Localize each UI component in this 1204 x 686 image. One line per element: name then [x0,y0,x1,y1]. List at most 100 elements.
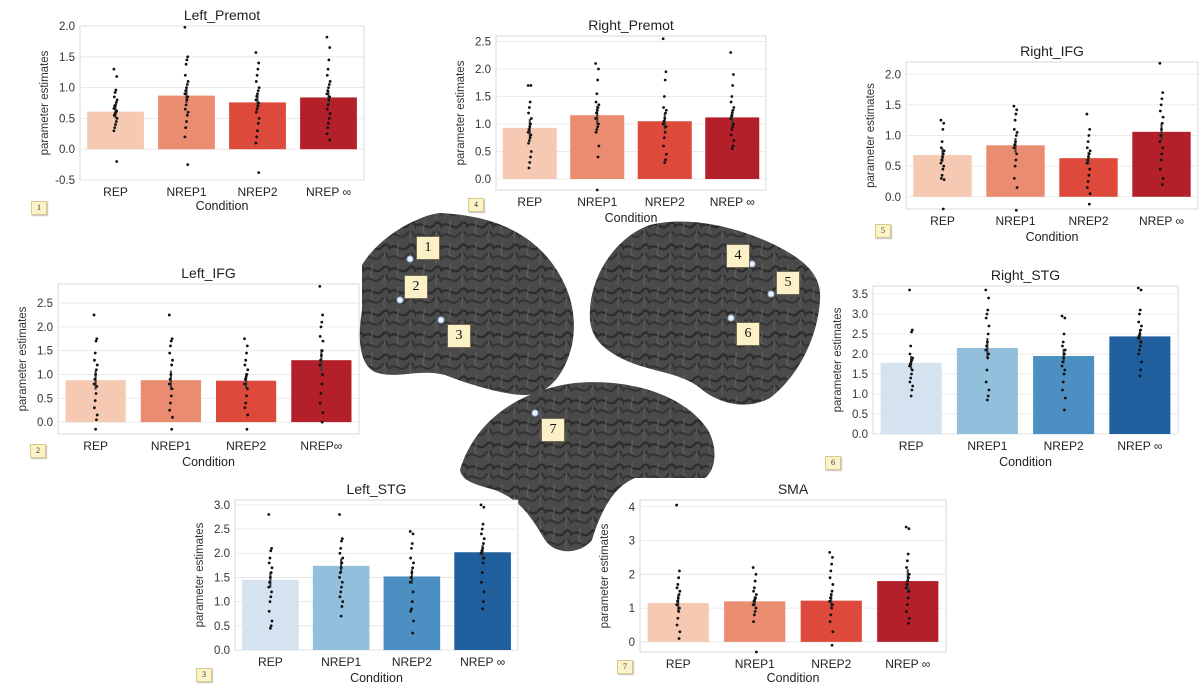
data-point [95,337,99,341]
data-point [245,344,249,348]
data-point [254,141,258,145]
data-point [731,125,735,129]
data-point [1061,344,1064,348]
data-point [1087,202,1091,206]
y-tick-label: 1.5 [852,369,868,381]
data-point [243,406,247,410]
data-point [904,586,908,590]
data-point [328,95,332,99]
data-point [482,542,485,545]
data-point [244,401,248,405]
data-point [594,117,598,120]
data-point [596,155,600,159]
data-point [408,580,412,584]
data-point [1063,316,1067,320]
data-point [480,532,483,536]
data-point [340,585,343,589]
data-point [185,98,189,102]
data-point [730,114,733,118]
data-point [663,161,667,164]
data-point [752,599,756,603]
data-point [905,603,909,607]
x-axis-label: Condition [999,455,1052,469]
data-point [910,388,914,392]
y-tick-label: 2.5 [475,37,491,49]
brain-label-2: 2 [404,275,428,299]
data-point [529,155,532,159]
data-point [114,120,118,123]
y-tick-label: 2.0 [885,69,901,81]
data-point [318,334,322,338]
data-point [244,358,248,362]
data-point [1062,372,1066,376]
data-point [529,133,533,137]
data-point [984,348,988,352]
data-point [729,133,733,137]
data-point [730,147,734,151]
data-point [256,121,260,125]
data-point [595,188,599,192]
data-point [255,94,259,98]
chart-title: Left_STG [347,481,407,497]
data-point [1136,286,1140,290]
data-point [940,140,944,144]
brain-label-1: 1 [416,236,440,260]
data-point [340,605,344,608]
data-point [907,621,910,625]
data-point [1139,340,1143,344]
data-point [939,161,943,165]
data-point [1138,348,1141,352]
data-point [257,117,261,120]
data-point [482,505,486,509]
data-point [319,325,323,329]
data-point [267,561,271,565]
data-point [941,167,945,171]
data-point [1012,127,1016,131]
data-point [481,607,485,611]
y-tick-label: 2 [629,569,635,581]
data-point [987,352,990,356]
data-point [527,106,531,109]
bar [312,565,370,650]
data-point [1087,173,1091,177]
data-point [677,610,681,613]
data-point [1161,91,1165,95]
brain-label-7: 7 [541,418,565,442]
data-point [1012,176,1016,180]
data-point [481,546,485,550]
data-point [1013,143,1017,147]
data-point [185,120,188,123]
chart-right-ifg: 0.0 0.5 1.0 1.5 2.0 Right_IFG parameter estima… [865,43,1199,244]
data-point [831,603,834,607]
y-tick-label: 1.5 [37,346,53,358]
data-point [94,373,98,376]
data-point [941,207,945,211]
x-tick-label: NREP ∞ [1139,214,1184,228]
data-point [528,136,532,140]
data-point [907,576,910,580]
y-axis-label: parameter estimates [455,60,467,165]
data-point [1063,348,1067,352]
data-point [906,552,910,556]
data-point [256,104,260,108]
data-point [907,589,911,593]
data-point [1060,314,1064,318]
x-tick-label: REP [258,655,283,669]
data-point [325,92,329,96]
x-axis-label: Condition [605,211,658,225]
data-point [1014,134,1018,137]
y-tick-label: 2.0 [37,322,53,334]
y-tick-label: 3.0 [214,500,230,512]
data-point [661,37,665,41]
data-point [942,121,946,125]
y-tick-label: 0.0 [852,429,868,441]
data-point [753,579,757,583]
data-point [985,344,988,348]
data-point [829,613,833,617]
data-point [480,580,483,584]
data-point [113,126,117,130]
chart-title: SMA [778,481,809,497]
data-point [1161,176,1165,180]
y-tick-label: 1.5 [214,572,230,584]
data-point [986,356,990,360]
